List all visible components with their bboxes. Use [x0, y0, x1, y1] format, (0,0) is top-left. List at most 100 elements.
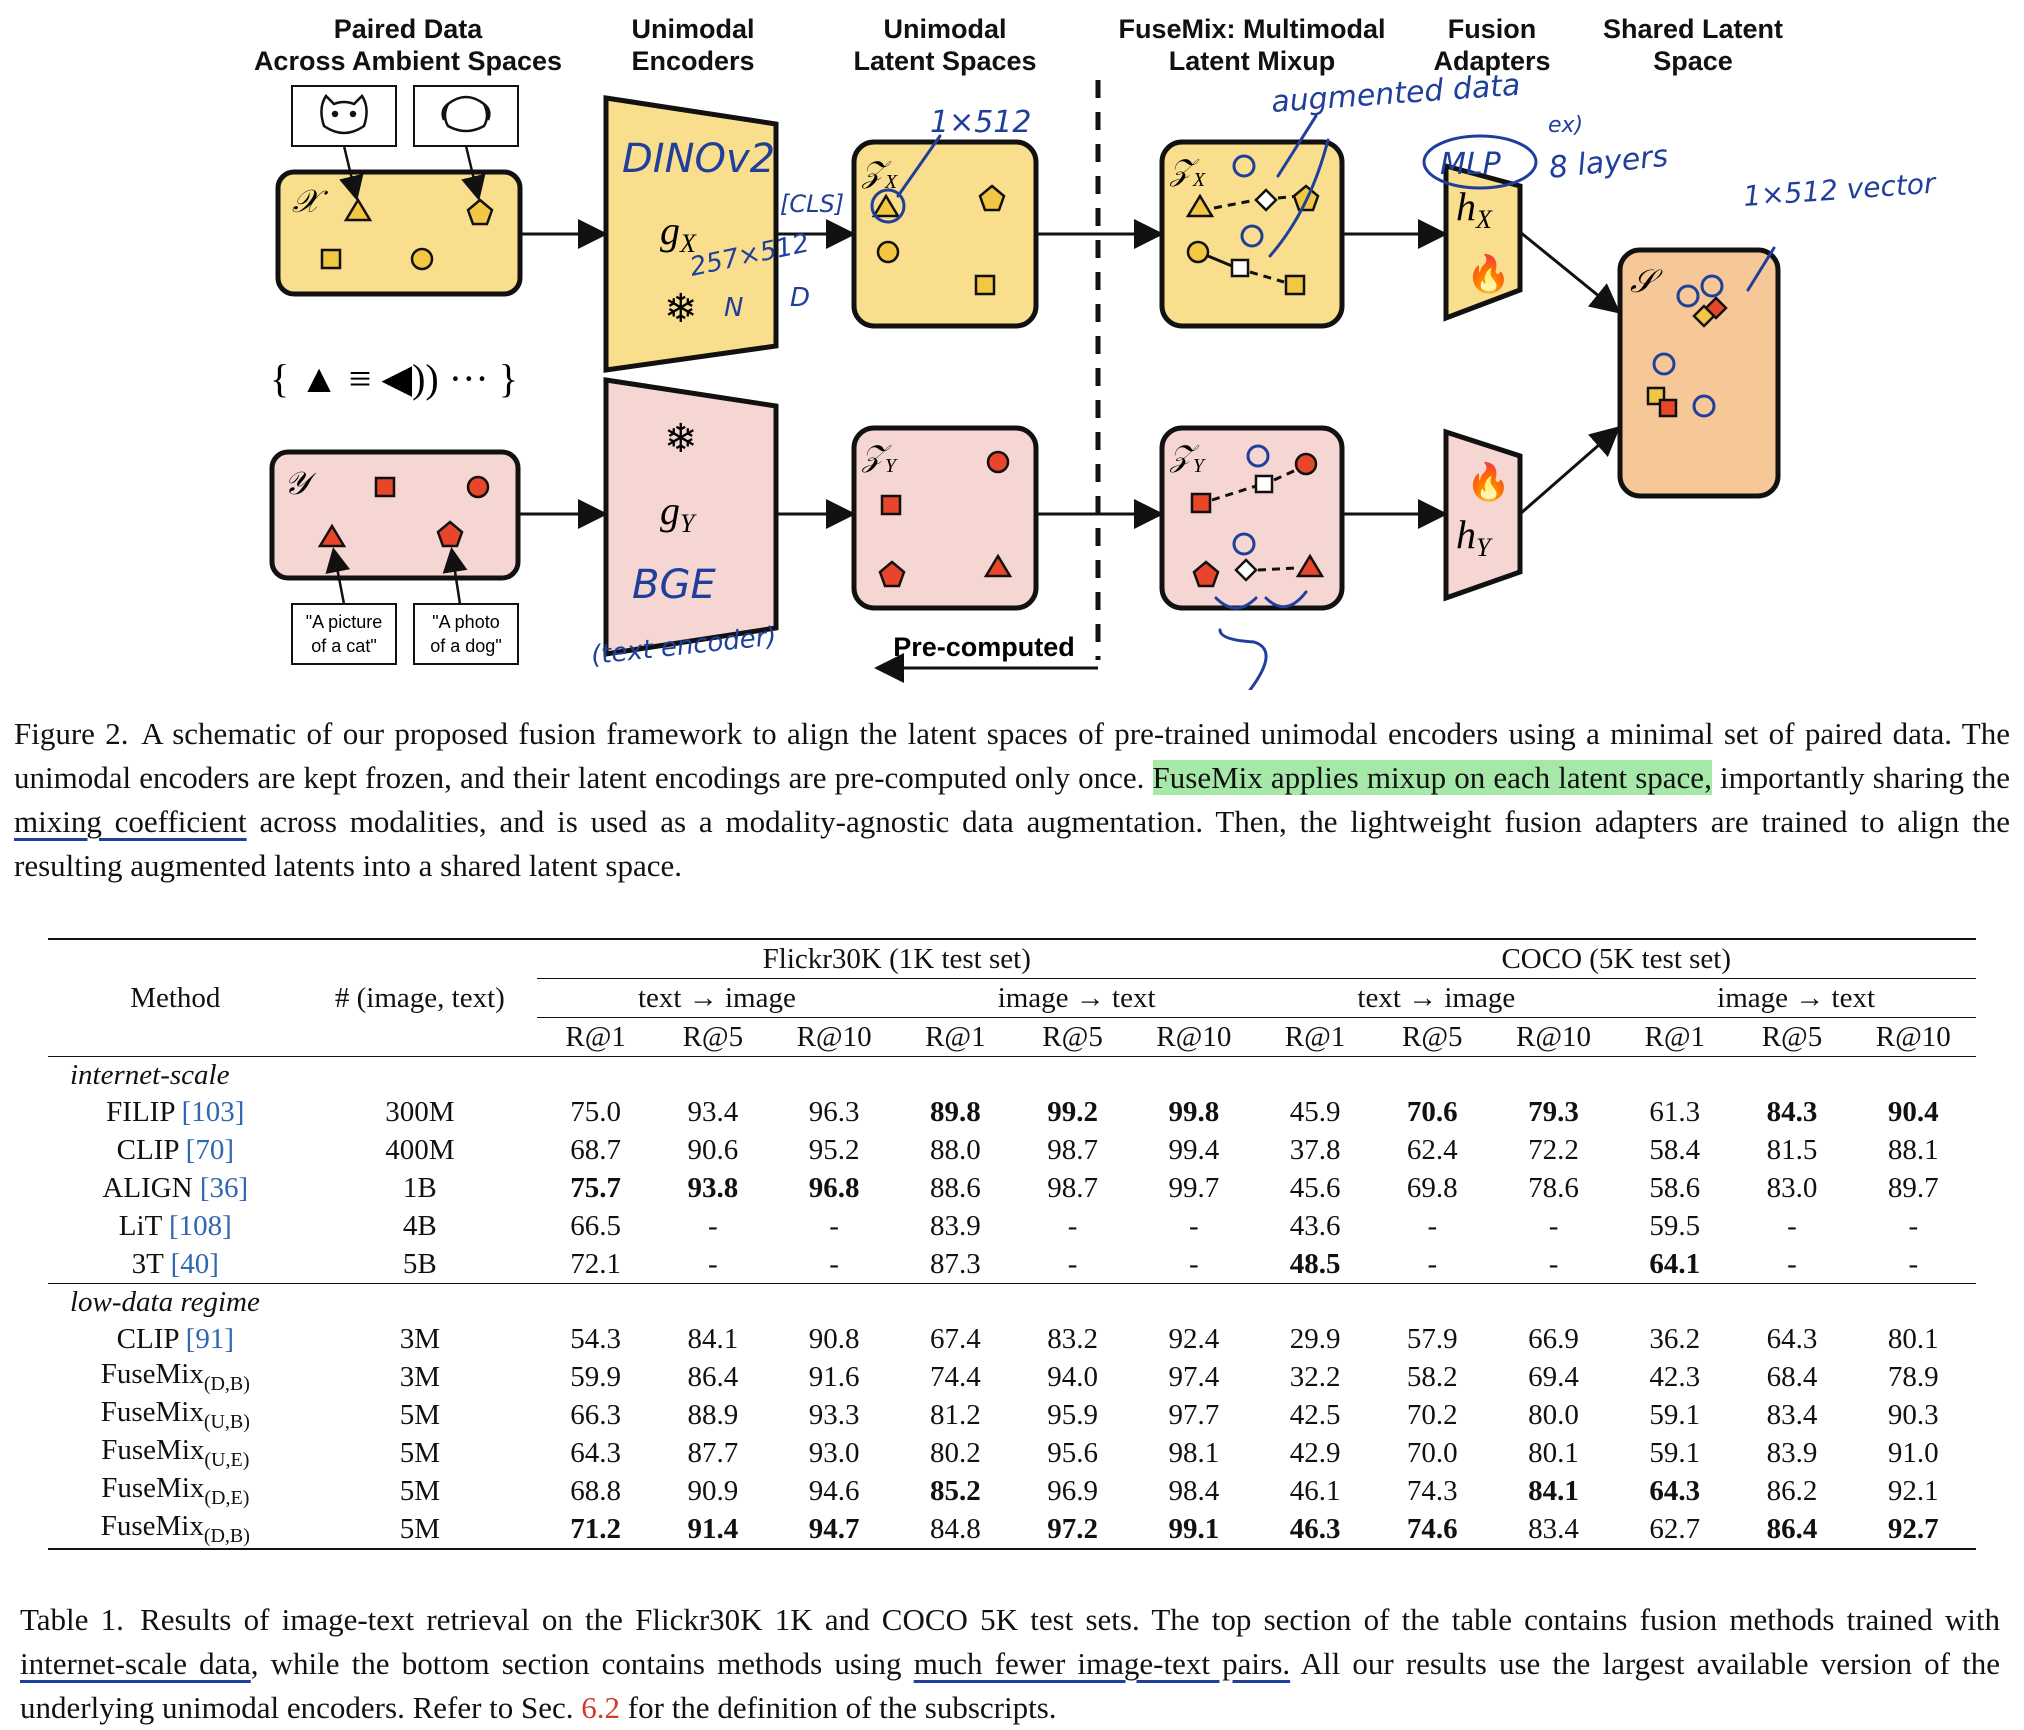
score-cell: 74.6 — [1406, 1512, 1458, 1545]
method-cell: LiT [108] — [48, 1207, 303, 1245]
adapter-hx — [1443, 162, 1523, 322]
citation-link[interactable]: [103] — [181, 1095, 245, 1128]
score-cell: 89.7 — [1887, 1171, 1939, 1204]
pairs-cell: 4B — [402, 1209, 437, 1242]
precomputed-label: Pre-computed — [893, 632, 1075, 662]
score-cell: 89.8 — [929, 1095, 981, 1128]
fusemix-zx-label: 𝒵X — [1169, 154, 1206, 191]
score-cell: 94.7 — [808, 1512, 860, 1545]
score-cell: - — [1908, 1247, 1919, 1280]
metric-header: R@5 — [1761, 1020, 1823, 1053]
score-cell: 84.3 — [1766, 1095, 1818, 1128]
score-cell: 83.9 — [1766, 1436, 1818, 1469]
score-cell: 80.1 — [1887, 1322, 1939, 1355]
group-header-flickr: Flickr30K (1K test set) — [537, 939, 1257, 979]
table-caption-text-4: for the definition of the subscripts. — [620, 1690, 1057, 1725]
citation-link[interactable]: [108] — [169, 1209, 232, 1242]
subgroup-i2t-coco: image → text — [1616, 978, 1976, 1018]
score-cell: 93.8 — [687, 1171, 739, 1204]
score-cell: 98.1 — [1168, 1436, 1220, 1469]
score-cell: 95.9 — [1047, 1398, 1098, 1431]
score-cell: 59.5 — [1649, 1209, 1701, 1242]
col-header-pairs: # (image, text) — [334, 981, 505, 1014]
method-cell: FuseMix(D,E) — [48, 1472, 303, 1510]
method-name: FuseMix — [100, 1510, 204, 1543]
figure-caption-highlight: FuseMix applies mixup on each latent spa… — [1152, 760, 1712, 795]
svg-text:ex): ex) — [1548, 113, 1583, 138]
score-cell: 45.9 — [1289, 1095, 1341, 1128]
score-cell: 79.3 — [1528, 1095, 1579, 1128]
encoder-gx — [603, 95, 779, 373]
metric-header: R@1 — [1284, 1020, 1346, 1053]
score-cell: 61.3 — [1649, 1095, 1701, 1128]
score-cell: 94.0 — [1047, 1360, 1098, 1393]
citation-link[interactable]: [70] — [185, 1133, 234, 1166]
citation-link[interactable]: [91] — [185, 1322, 234, 1355]
method-subscript: (D,B) — [203, 1372, 250, 1395]
method-subscript: (U,B) — [203, 1410, 250, 1433]
citation-link[interactable]: [36] — [199, 1171, 249, 1204]
score-cell: 69.4 — [1528, 1360, 1579, 1393]
header-shared-1: Shared Latent — [1603, 14, 1783, 44]
score-cell: 88.6 — [929, 1171, 981, 1204]
score-cell: 36.2 — [1649, 1322, 1701, 1355]
score-cell: 72.1 — [570, 1247, 622, 1280]
metric-header: R@10 — [1515, 1020, 1592, 1053]
score-cell: 95.6 — [1047, 1436, 1098, 1469]
method-name: FuseMix — [100, 1358, 204, 1391]
score-cell: 78.6 — [1528, 1171, 1579, 1204]
score-cell: 71.2 — [570, 1512, 622, 1545]
section-title: internet-scale — [70, 1058, 230, 1091]
pairs-cell: 3M — [399, 1360, 440, 1393]
score-cell: 66.9 — [1528, 1322, 1579, 1355]
score-cell: 87.7 — [687, 1436, 739, 1469]
table-row: CLIP [70] 400M 68.7 90.6 95.2 88.0 98.7 99.4 37.… — [48, 1131, 1976, 1169]
score-cell: 86.2 — [1766, 1474, 1818, 1507]
score-cell: 85.2 — [929, 1474, 981, 1507]
score-cell: - — [829, 1247, 839, 1280]
header-shared-2: Space — [1653, 46, 1733, 76]
score-cell: - — [708, 1209, 718, 1242]
caption-dog-line2: of a dog" — [430, 636, 501, 656]
table-caption-sec-ref[interactable]: 6.2 — [581, 1690, 621, 1725]
score-cell: 99.1 — [1168, 1512, 1220, 1545]
shared-space-box — [1617, 247, 1781, 499]
table-caption-label: Table 1. — [20, 1602, 124, 1637]
adapter-hy-label: hY — [1456, 512, 1493, 562]
score-cell: 99.2 — [1047, 1095, 1098, 1128]
score-cell: - — [1787, 1209, 1797, 1242]
pairs-cell: 5M — [399, 1512, 440, 1545]
table-row: FuseMix(U,E) 5M 64.3 87.7 93.0 80.2 95.6 98.1 42… — [48, 1434, 1976, 1472]
method-subscript: (D,E) — [204, 1486, 250, 1509]
score-cell: - — [1548, 1209, 1559, 1242]
method-cell: FuseMix(U,B) — [48, 1396, 303, 1434]
pairs-cell: 5M — [399, 1474, 440, 1507]
header-encoders-1: Unimodal — [631, 14, 754, 44]
score-cell: 80.2 — [929, 1436, 981, 1469]
score-cell: 29.9 — [1289, 1322, 1341, 1355]
header-paired-2: Across Ambient Spaces — [254, 46, 562, 76]
score-cell: 78.9 — [1887, 1360, 1939, 1393]
figure-caption-label: Figure 2. — [14, 716, 129, 751]
score-cell: 75.0 — [570, 1095, 622, 1128]
score-cell: 81.2 — [929, 1398, 981, 1431]
col-header-method: Method — [130, 981, 221, 1014]
svg-text:D: D — [790, 283, 810, 313]
score-cell: 68.4 — [1766, 1360, 1818, 1393]
svg-text:[CLS]: [CLS] — [780, 190, 844, 218]
subgroup-t2i-coco: text → image — [1256, 978, 1617, 1018]
table-row: FuseMix(D,E) 5M 68.8 90.9 94.6 85.2 96.9 98.4 46… — [48, 1472, 1976, 1510]
header-fusemix-1: FuseMix: Multimodal — [1118, 14, 1385, 44]
section-header-row: internet-scale — [48, 1057, 1976, 1094]
score-cell: 69.8 — [1406, 1171, 1458, 1204]
score-cell: 84.1 — [687, 1322, 739, 1355]
method-cell: FuseMix(D,B) — [48, 1510, 303, 1549]
citation-link[interactable]: [40] — [170, 1247, 219, 1280]
score-cell: 58.6 — [1649, 1171, 1701, 1204]
score-cell: 68.8 — [570, 1474, 622, 1507]
score-cell: 66.3 — [570, 1398, 622, 1431]
score-cell: - — [1427, 1247, 1438, 1280]
score-cell: 59.1 — [1649, 1436, 1701, 1469]
figure-caption: Figure 2. A schematic of our proposed fu… — [14, 712, 2010, 888]
score-cell: 93.0 — [808, 1436, 860, 1469]
